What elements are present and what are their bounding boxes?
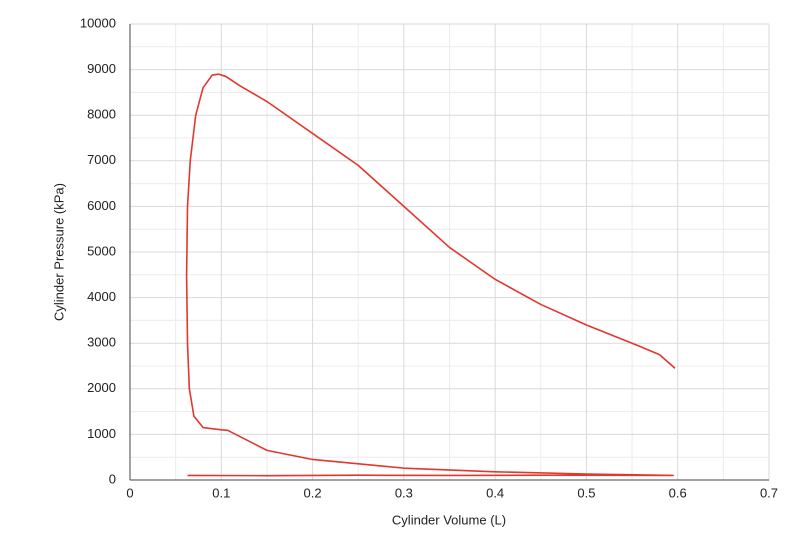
x-tick-label: 0.1 — [212, 485, 230, 500]
x-tick-label: 0.7 — [760, 485, 778, 500]
y-tick-label: 8000 — [87, 107, 116, 122]
y-tick-label: 5000 — [87, 243, 116, 258]
x-tick-label: 0.2 — [304, 485, 322, 500]
x-tick-label: 0.5 — [577, 485, 595, 500]
y-tick-label: 9000 — [87, 61, 116, 76]
x-tick-label: 0.6 — [669, 485, 687, 500]
x-axis-label: Cylinder Volume (L) — [392, 512, 506, 527]
y-tick-label: 6000 — [87, 198, 116, 213]
x-tick-label: 0.3 — [395, 485, 413, 500]
y-tick-label: 10000 — [80, 15, 116, 30]
x-tick-label: 0.4 — [486, 485, 504, 500]
y-tick-label: 0 — [109, 471, 116, 486]
y-tick-label: 1000 — [87, 426, 116, 441]
y-tick-label: 3000 — [87, 335, 116, 350]
x-tick-label: 0 — [126, 485, 133, 500]
y-tick-label: 2000 — [87, 380, 116, 395]
y-axis-label: Cylinder Pressure (kPa) — [51, 183, 66, 321]
y-tick-label: 4000 — [87, 289, 116, 304]
y-tick-label: 7000 — [87, 152, 116, 167]
data-line — [185, 73, 676, 477]
